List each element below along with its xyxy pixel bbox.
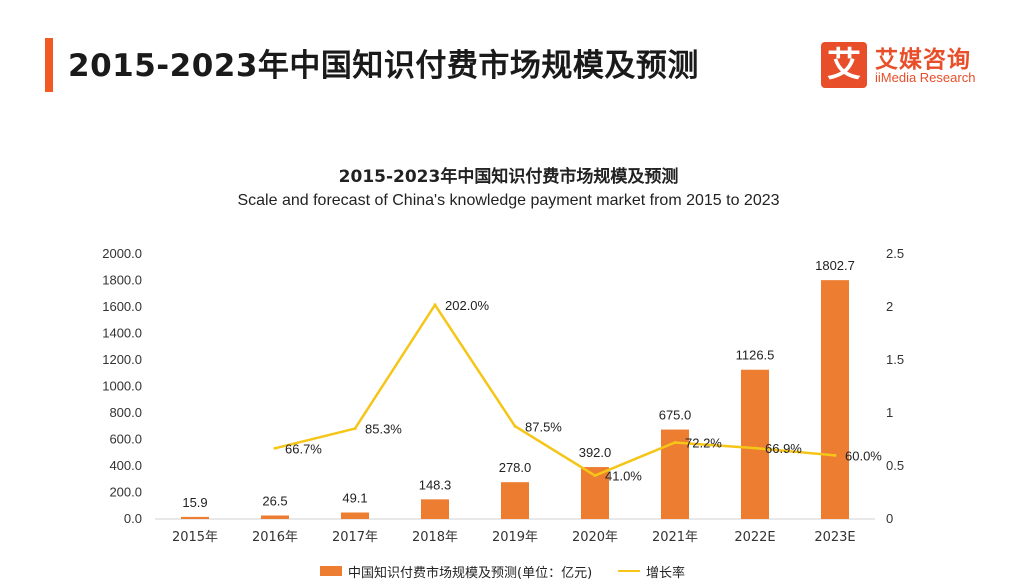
growth-rate-label: 66.9% — [765, 441, 802, 456]
growth-rate-point — [273, 446, 277, 450]
bar-value-label: 148.3 — [419, 477, 452, 492]
legend-bar-label: 中国知识付费市场规模及预测(单位：亿元) — [348, 566, 593, 581]
bar-value-label: 1802.7 — [815, 258, 855, 273]
growth-rate-point — [673, 440, 677, 444]
y-left-tick-label: 1800.0 — [102, 273, 142, 288]
y-right-tick-label: 1.5 — [886, 352, 904, 367]
y-left-tick-label: 400.0 — [109, 458, 142, 473]
y-right-tick-label: 0.5 — [886, 458, 904, 473]
x-tick-label: 2016年 — [252, 530, 298, 545]
bar — [661, 429, 689, 519]
bar — [341, 512, 369, 519]
growth-rate-point — [513, 424, 517, 428]
bar — [181, 516, 209, 519]
growth-rate-label: 41.0% — [605, 469, 642, 484]
growth-rate-label: 66.7% — [285, 441, 322, 456]
y-left-tick-label: 200.0 — [109, 485, 142, 500]
x-tick-label: 2021年 — [652, 530, 698, 545]
growth-rate-point — [433, 303, 437, 307]
y-right-tick-label: 1 — [886, 405, 893, 420]
x-tick-label: 2018年 — [412, 530, 458, 545]
bar — [501, 482, 529, 519]
legend-bar-swatch — [320, 566, 342, 576]
logo-name-en: iiMedia Research — [875, 70, 976, 85]
x-tick-label: 2022E — [734, 530, 775, 545]
x-tick-label: 2019年 — [492, 530, 538, 545]
chart-legend: 中国知识付费市场规模及预测(单位：亿元) 增长率 — [0, 560, 1017, 582]
bar-value-label: 26.5 — [262, 493, 287, 508]
y-left-tick-label: 1600.0 — [102, 299, 142, 314]
page-title: 2015-2023年中国知识付费市场规模及预测 — [68, 48, 699, 84]
legend-line-label: 增长率 — [646, 566, 686, 581]
y-right-tick-label: 2 — [886, 299, 893, 314]
bar — [261, 515, 289, 519]
y-left-tick-label: 1400.0 — [102, 326, 142, 341]
y-left-tick-label: 600.0 — [109, 432, 142, 447]
growth-rate-label: 85.3% — [365, 422, 402, 437]
x-tick-label: 2020年 — [572, 530, 618, 545]
bar-value-label: 49.1 — [342, 490, 367, 505]
bar — [421, 499, 449, 519]
bar — [821, 280, 849, 519]
y-right-tick-label: 0 — [886, 511, 893, 526]
bar-value-label: 15.9 — [182, 495, 207, 510]
chart-title: 2015-2023年中国知识付费市场规模及预测 — [338, 167, 679, 187]
growth-rate-label: 60.0% — [845, 448, 882, 463]
growth-rate-label: 202.0% — [445, 298, 490, 313]
y-left-tick-label: 1200.0 — [102, 352, 142, 367]
company-logo: 艾 艾媒咨询 iiMedia Research — [821, 40, 991, 92]
y-left-tick-label: 2000.0 — [102, 246, 142, 261]
growth-rate-label: 72.2% — [685, 435, 722, 450]
growth-rate-point — [833, 453, 837, 457]
x-tick-label: 2023E — [814, 530, 855, 545]
bar — [741, 369, 769, 519]
y-left-tick-label: 800.0 — [109, 405, 142, 420]
growth-rate-label: 87.5% — [525, 419, 562, 434]
bar-value-label: 392.0 — [579, 445, 612, 460]
bar-value-label: 278.0 — [499, 460, 532, 475]
logo-name-cn: 艾媒咨询 — [875, 47, 971, 73]
y-left-tick-label: 0.0 — [124, 511, 142, 526]
x-tick-label: 2015年 — [172, 530, 218, 545]
y-left-tick-label: 1000.0 — [102, 379, 142, 394]
growth-rate-point — [753, 446, 757, 450]
header-accent-bar — [45, 38, 53, 92]
bar-value-label: 675.0 — [659, 408, 692, 423]
growth-rate-line — [274, 302, 836, 477]
x-tick-label: 2017年 — [332, 530, 378, 545]
chart-subtitle: Scale and forecast of China's knowledge … — [237, 192, 780, 209]
growth-rate-point — [593, 474, 597, 478]
growth-rate-point — [353, 427, 357, 431]
logo-mark-icon: 艾 — [821, 42, 867, 88]
y-right-tick-label: 2.5 — [886, 246, 904, 261]
bar-value-label: 1126.5 — [736, 348, 775, 363]
legend-line-swatch — [618, 570, 640, 572]
